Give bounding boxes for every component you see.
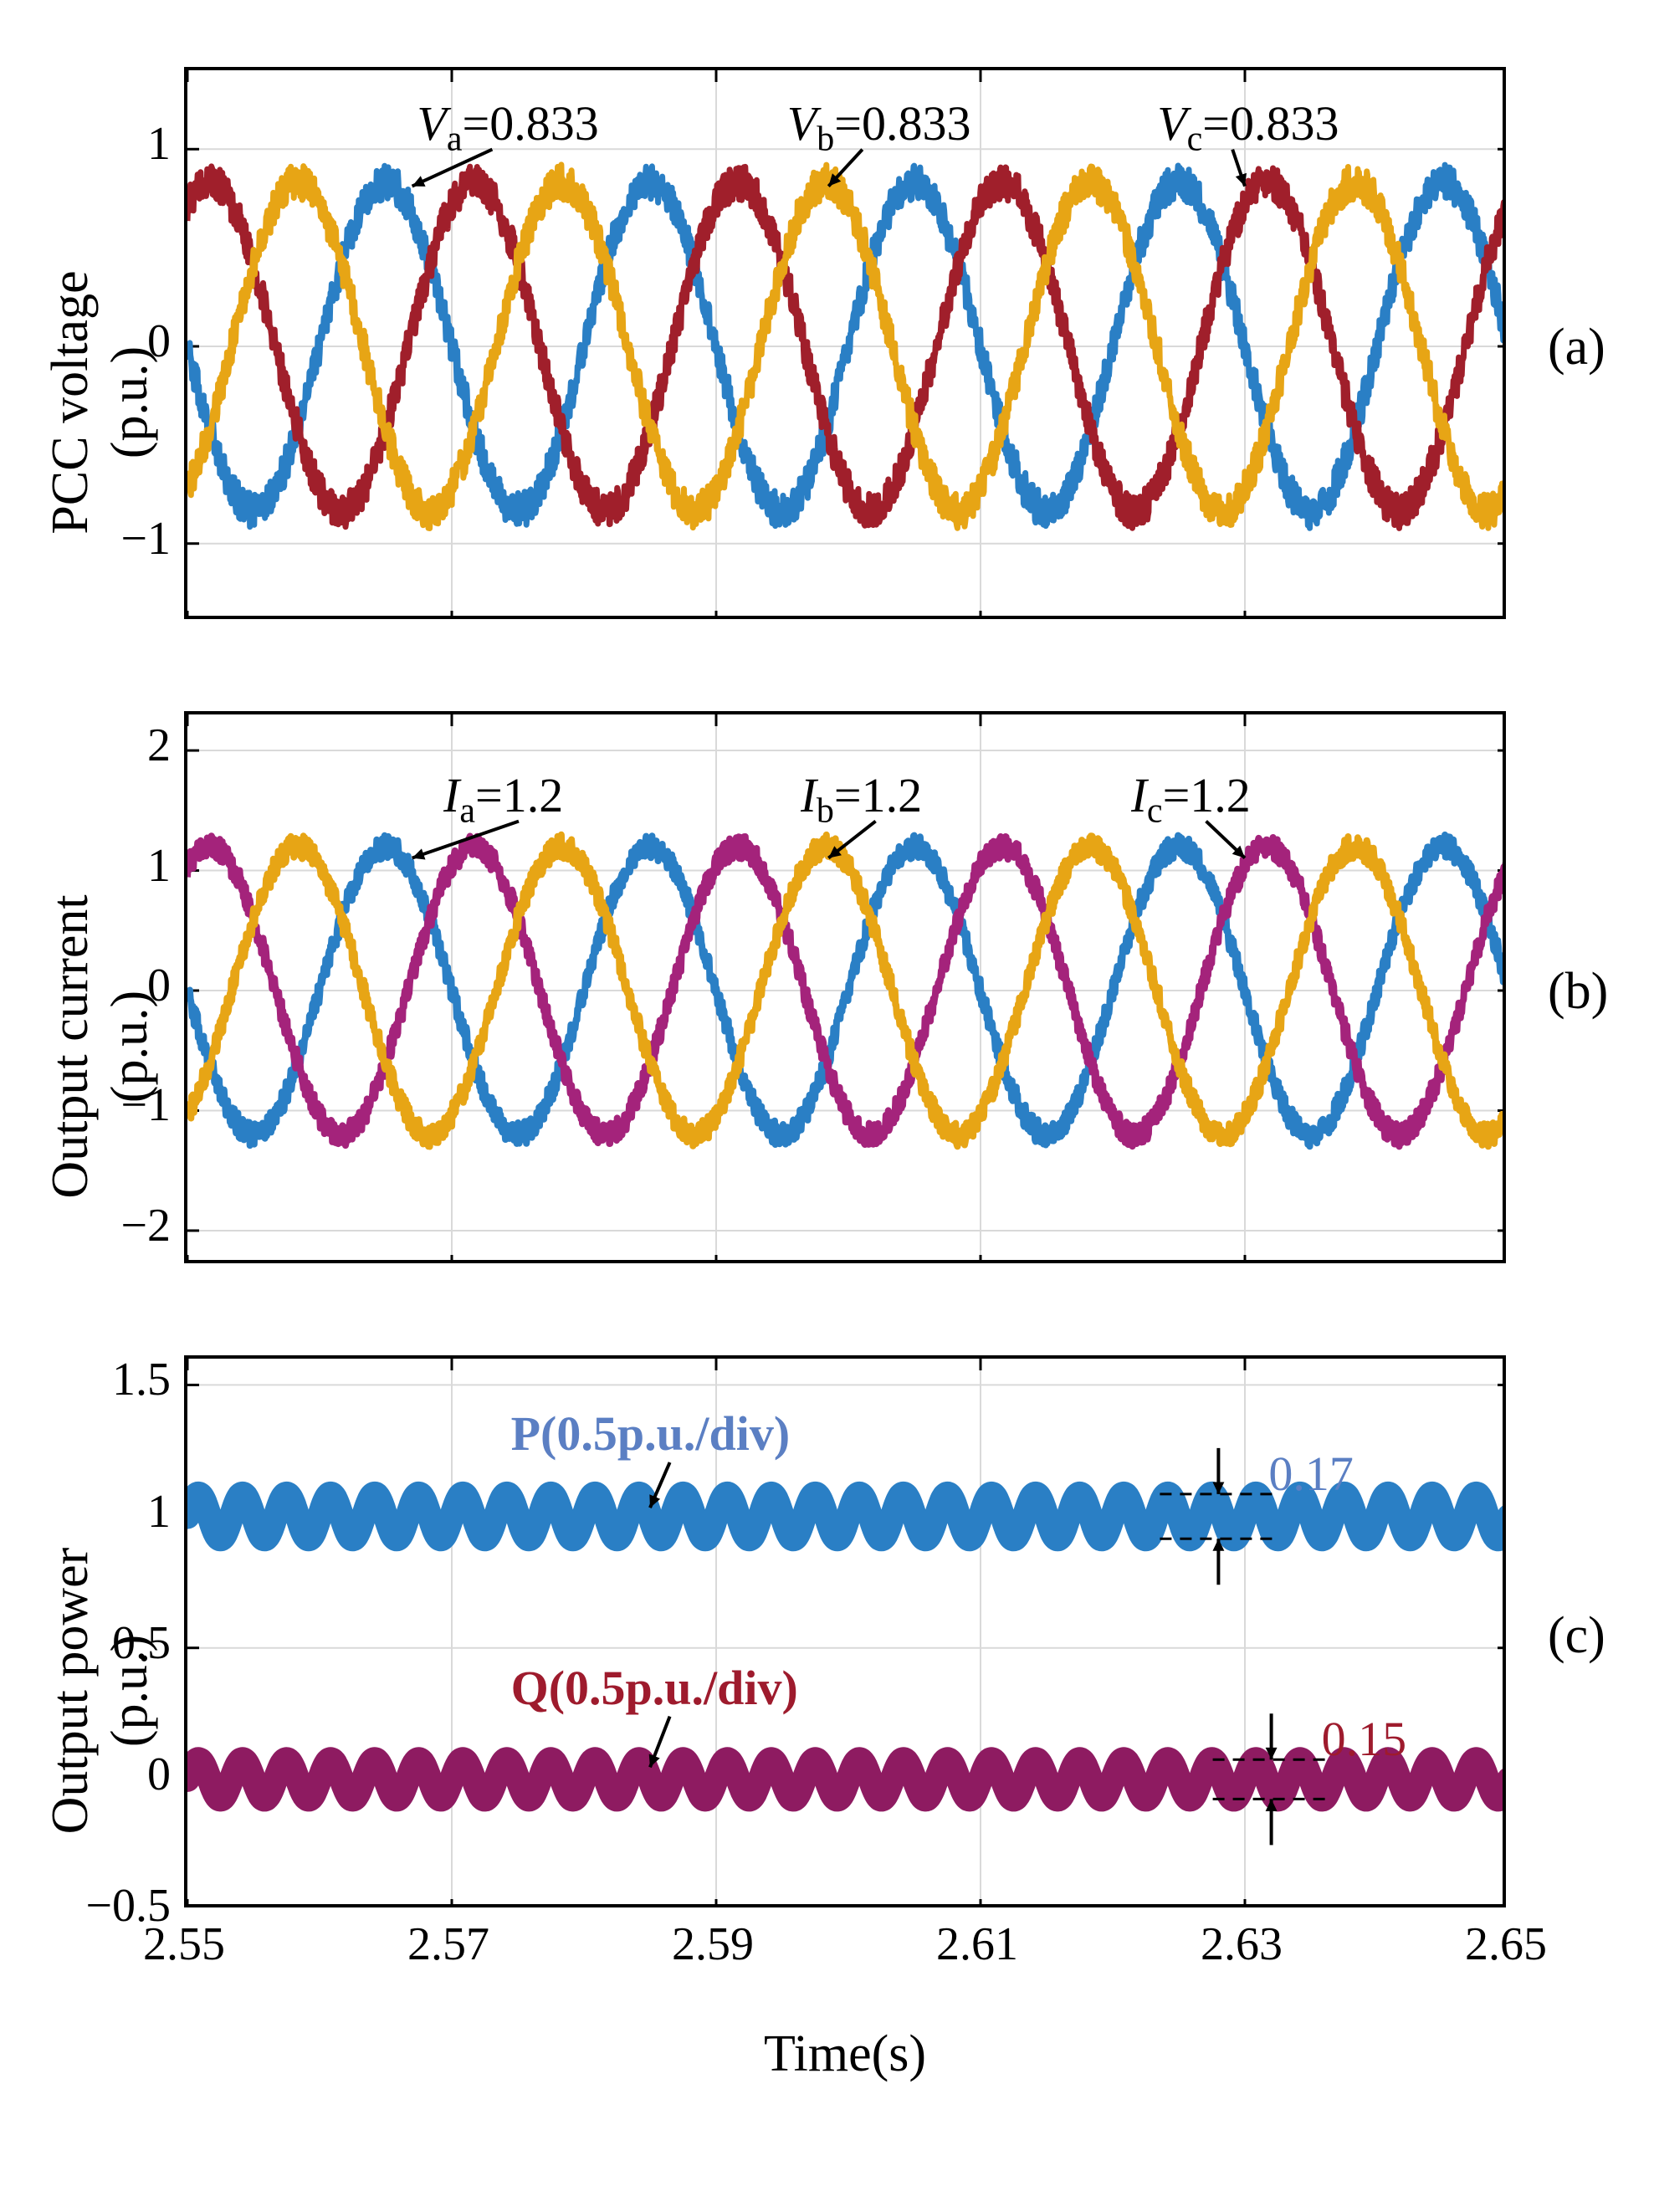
ytick-label: 1	[54, 839, 184, 893]
xtick-label: 2.61	[919, 1907, 1036, 1971]
series-annotation: Ib=1.2	[801, 767, 923, 832]
plot-area-b: Ia=1.2 Ib=1.2 Ic=1.2	[184, 711, 1506, 1263]
plot-area-c: P(0.5p.u./div) Q(0.5p.u./div) 0.17 0.15	[184, 1355, 1506, 1907]
series-annotation: Va=0.833	[417, 95, 598, 160]
xtick-label: 2.65	[1447, 1907, 1564, 1971]
series-annotation: Ic=1.2	[1131, 767, 1251, 832]
series-annotation: Ia=1.2	[443, 767, 563, 832]
chart-b-svg: Ia=1.2 Ib=1.2 Ic=1.2	[187, 714, 1506, 1263]
ytick-label: 1.5	[54, 1353, 184, 1406]
xtick-label: 2.57	[390, 1907, 507, 1971]
ytick-label: 0.5	[54, 1616, 184, 1670]
panel-label-a: (a)	[1548, 318, 1605, 377]
ylabel-c: Output power (p.u.)	[41, 1523, 160, 1858]
ylabel-b-line1: Output current	[42, 894, 99, 1198]
ytick-label: −1	[54, 512, 184, 566]
ripple-value: 0.15	[1322, 1711, 1407, 1767]
ytick-label: 1	[54, 1485, 184, 1539]
panel-label-c: (c)	[1548, 1606, 1605, 1666]
panel-b: Ia=1.2Ib=1.2Ic=1.2 Output current (p.u.)…	[184, 711, 1506, 1263]
ytick-label: 0	[54, 315, 184, 368]
xtick-label: 2.55	[125, 1907, 243, 1971]
ytick-label: 1	[54, 117, 184, 171]
xlabel: Time(s)	[184, 2025, 1506, 2084]
plot-area-a: Va=0.833 Vb=0.833 Vc=0.833	[184, 67, 1506, 619]
ytick-label: 0	[54, 1748, 184, 1801]
chart-c-svg: P(0.5p.u./div) Q(0.5p.u./div) 0.17 0.15	[187, 1359, 1506, 1907]
series-annotation: Vc=0.833	[1157, 95, 1339, 160]
ylabel-b: Output current (p.u.)	[41, 879, 160, 1214]
chart-a-svg: Va=0.833 Vb=0.833 Vc=0.833	[187, 70, 1506, 619]
xtick-label: 2.59	[654, 1907, 771, 1971]
ytick-label: −1	[54, 1078, 184, 1132]
panel-c: P(0.5p.u./div)Q(0.5p.u./div)0.170.15 Out…	[184, 1355, 1506, 1907]
ytick-label: 0	[54, 959, 184, 1012]
series-annotation: Vb=0.833	[787, 95, 971, 160]
power-label: Q(0.5p.u./div)	[511, 1660, 798, 1716]
panel-a: Va=0.833Vb=0.833Vc=0.833 PCC voltage (p.…	[184, 67, 1506, 619]
xtick-label: 2.63	[1183, 1907, 1300, 1971]
ripple-value: 0.17	[1268, 1446, 1354, 1502]
ylabel-a-line1: PCC voltage	[42, 270, 99, 534]
figure-root: Va=0.833Vb=0.833Vc=0.833 PCC voltage (p.…	[17, 17, 1654, 2195]
panel-label-b: (b)	[1548, 962, 1608, 1022]
ytick-label: −2	[54, 1199, 184, 1252]
ytick-label: 2	[54, 719, 184, 772]
power-label: P(0.5p.u./div)	[511, 1406, 791, 1462]
